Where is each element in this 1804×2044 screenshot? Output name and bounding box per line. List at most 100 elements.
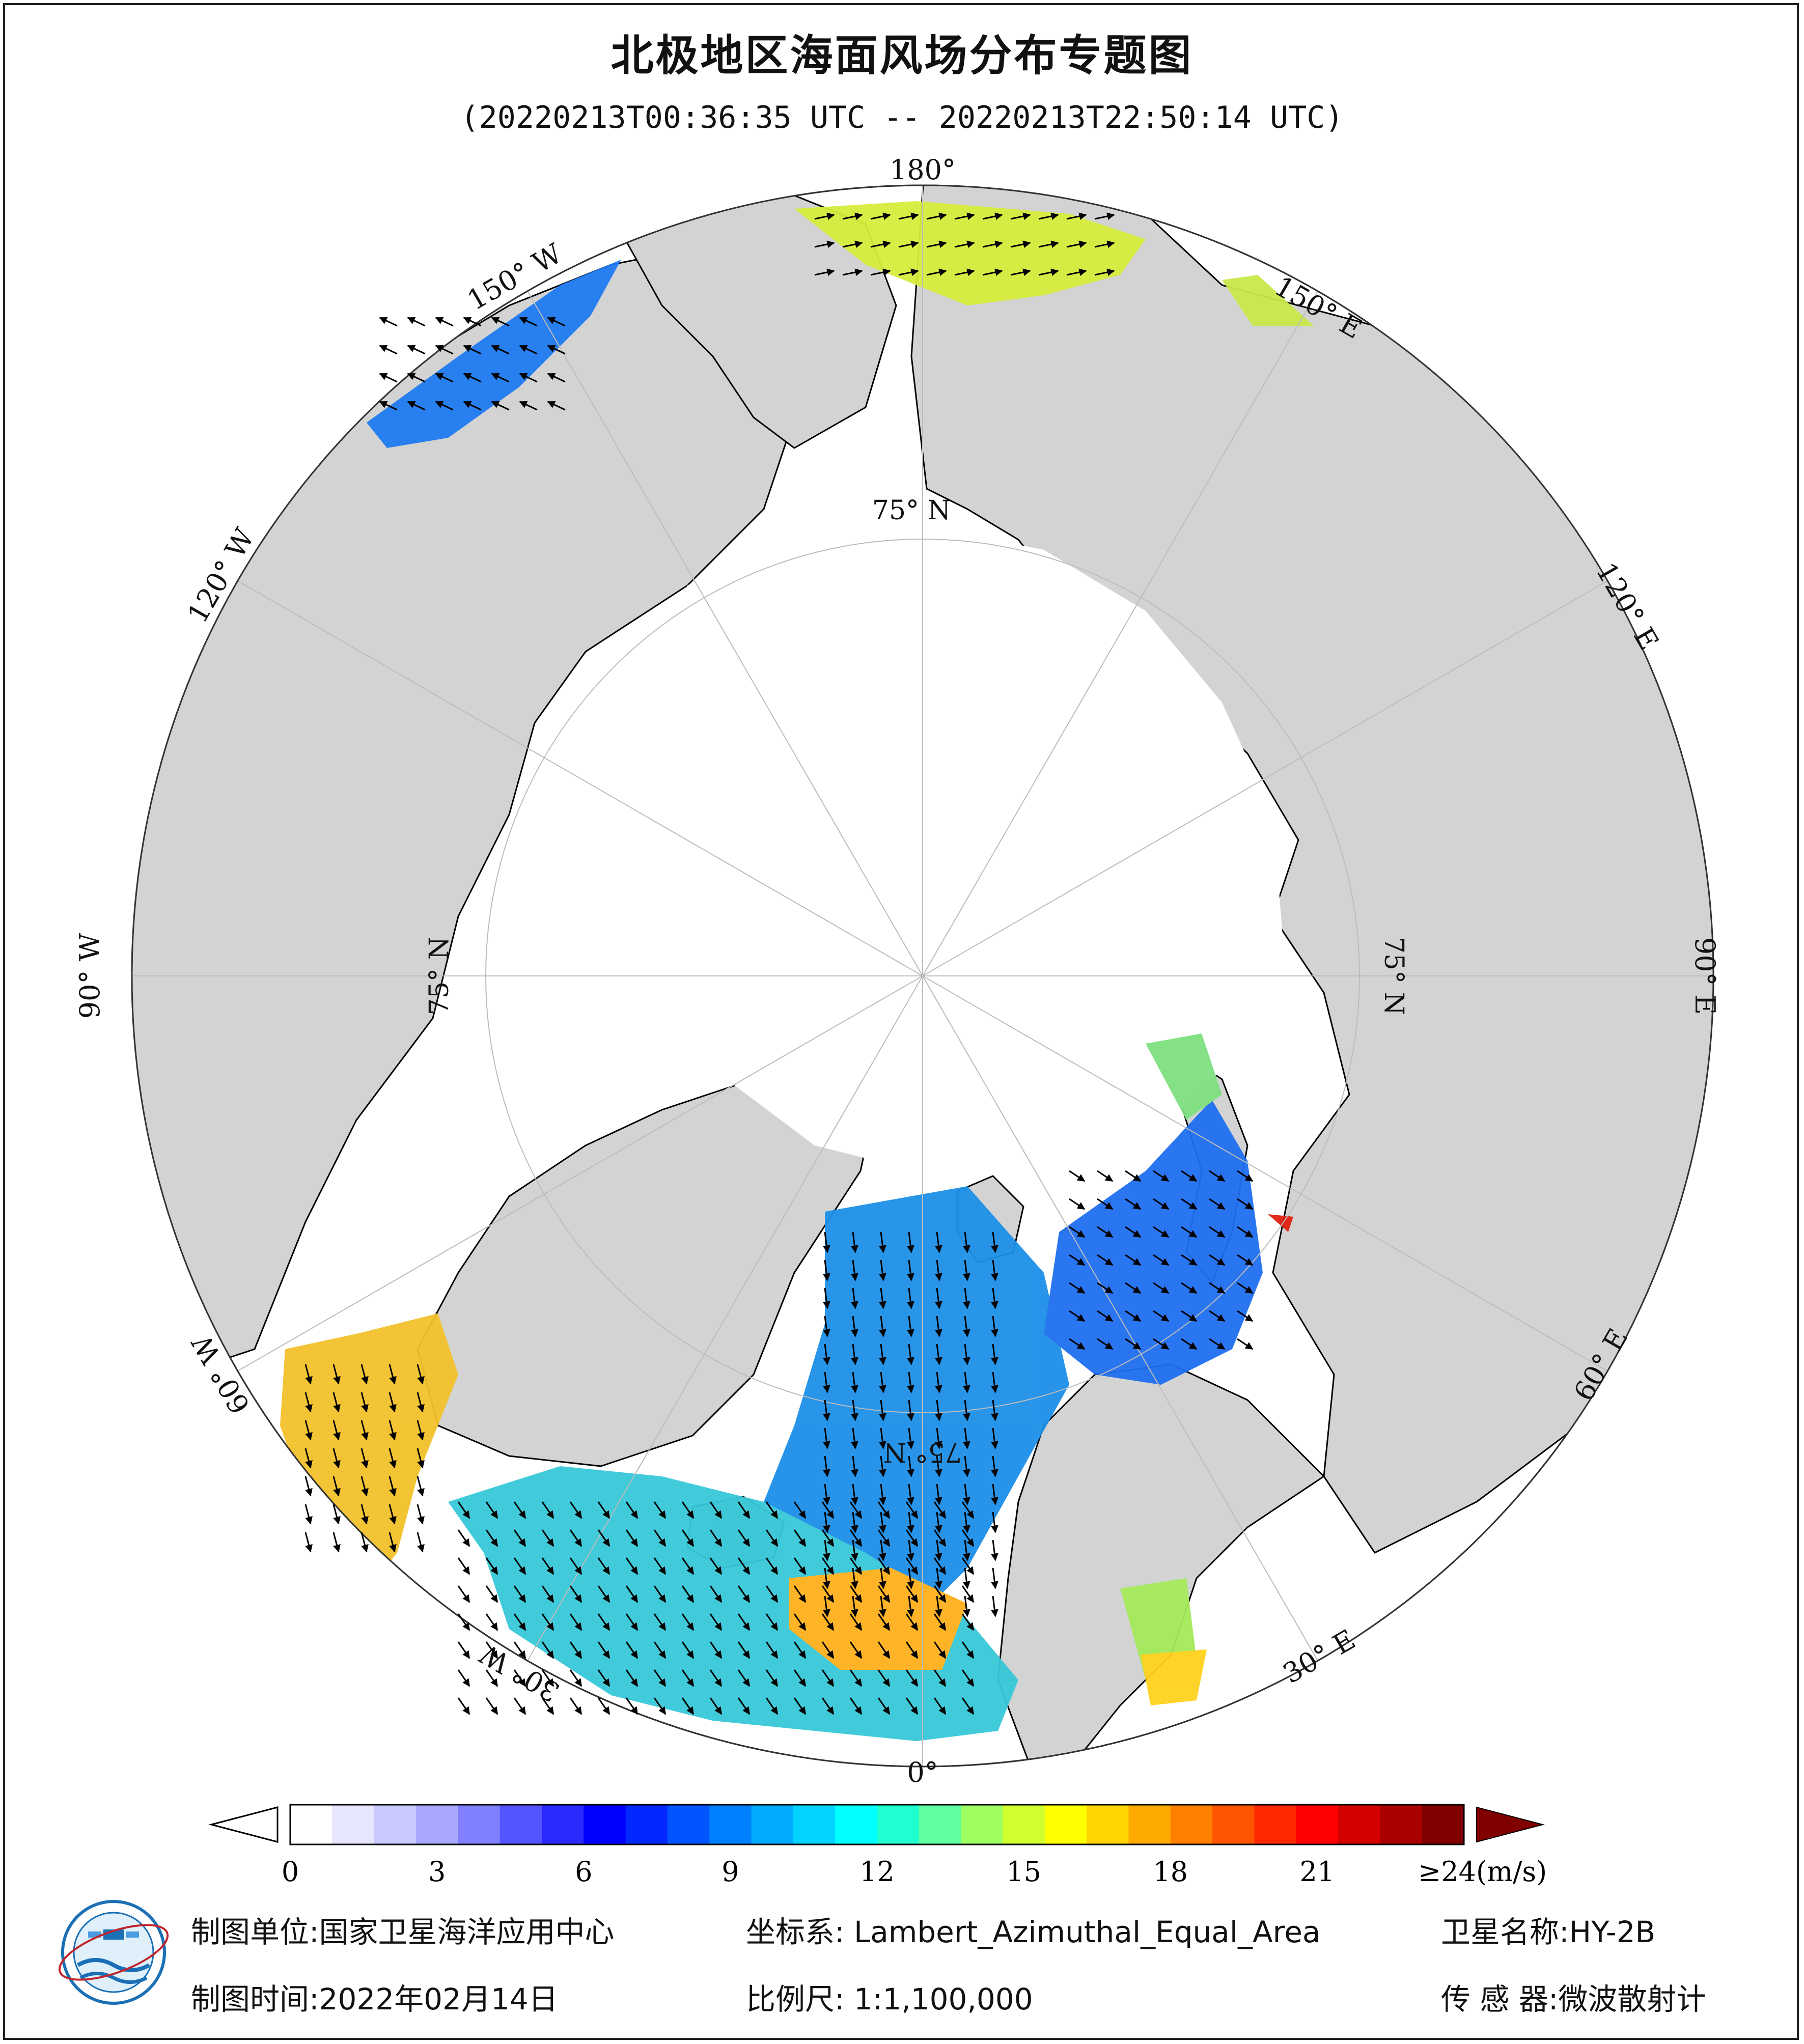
wind-arrow — [541, 1641, 554, 1659]
wind-arrow — [513, 1501, 526, 1519]
wind-arrow — [485, 1697, 498, 1715]
wind-arrow — [906, 1539, 914, 1561]
wind-arrow — [1094, 212, 1115, 220]
wind-arrow — [681, 1557, 695, 1575]
wind-arrow — [793, 1613, 807, 1631]
wind-arrow — [304, 1504, 313, 1525]
wind-arrow — [625, 1697, 639, 1715]
wind-arrow — [877, 1585, 891, 1603]
wind-arrow — [1066, 268, 1087, 276]
wind-arrow — [360, 1364, 369, 1385]
wind-arrow — [850, 1483, 858, 1505]
wind-arrow — [737, 1613, 751, 1631]
wind-arrow — [982, 268, 1003, 276]
wind-arrow — [982, 212, 1003, 220]
wind-arrow — [463, 401, 482, 411]
wind-arrow — [681, 1669, 695, 1687]
wind-arrow — [814, 268, 835, 276]
wind-arrow — [905, 1557, 919, 1575]
wind-arrow — [822, 1539, 830, 1561]
wind-arrow — [457, 1697, 470, 1715]
wind-arrow — [906, 1315, 914, 1337]
wind-arrow — [850, 1539, 858, 1561]
wind-arrow — [934, 1455, 942, 1477]
wind-arrow — [597, 1501, 610, 1519]
wind-arrow — [765, 1585, 779, 1603]
wind-arrow — [304, 1448, 313, 1469]
wind-arrow — [304, 1392, 313, 1413]
wind-arrow — [906, 1595, 914, 1617]
wind-arrow — [906, 1511, 914, 1533]
wind-arrow — [878, 1231, 886, 1253]
wind-arrow — [547, 373, 566, 383]
wind-arrow — [849, 1557, 863, 1575]
wind-arrow — [878, 1539, 886, 1561]
colorbar-tick-label: 18 — [1153, 1856, 1188, 1888]
wind-arrow — [653, 1585, 667, 1603]
wind-arrow — [934, 1315, 942, 1337]
colorbar-tick-label: 15 — [1006, 1856, 1041, 1888]
colorbar-tick-label: 6 — [575, 1856, 592, 1888]
wind-arrow — [625, 1613, 639, 1631]
wind-arrow — [934, 1595, 942, 1617]
wind-arrow — [870, 268, 891, 276]
wind-arrow — [417, 1448, 425, 1469]
wind-arrow — [990, 1371, 998, 1393]
wind-arrow — [457, 1613, 470, 1631]
colorbar-cell — [458, 1805, 501, 1844]
wind-arrow — [513, 1641, 526, 1659]
wind-arrow — [485, 1613, 498, 1631]
colorbar-cell — [1338, 1805, 1381, 1844]
wind-arrow — [765, 1669, 779, 1687]
wind-arrow — [569, 1585, 582, 1603]
latitude-labels: 75° N 75° N 75° N 75° N — [424, 495, 1409, 1467]
wind-arrow — [905, 1641, 919, 1659]
colorbar-cell — [625, 1805, 668, 1844]
wind-arrow — [842, 212, 863, 220]
colorbar-cell — [584, 1805, 626, 1844]
wind-arrow — [519, 373, 538, 383]
lat-label-bottom: 75° N — [883, 1437, 962, 1467]
wind-arrow — [709, 1613, 723, 1631]
wind-arrow — [765, 1529, 779, 1547]
wind-arrow — [491, 401, 510, 411]
wind-arrow — [457, 1529, 470, 1547]
wind-arrow — [898, 240, 919, 248]
wind-arrow — [822, 1371, 830, 1393]
wind-arrow — [793, 1501, 807, 1519]
wind-arrow — [435, 345, 454, 355]
wind-arrow — [1125, 1226, 1142, 1238]
colorbar: 0 3 6 9 12 15 18 21 ≥24(m/s) — [208, 1804, 1547, 1888]
wind-arrow — [541, 1501, 554, 1519]
wind-arrow — [1209, 1170, 1226, 1182]
nsoas-logo — [58, 1900, 169, 2005]
wind-arrow — [1097, 1198, 1114, 1210]
wind-arrow — [597, 1529, 610, 1547]
wind-arrow — [877, 1669, 891, 1687]
wind-arrow — [849, 1641, 863, 1659]
wind-arrow — [435, 317, 454, 327]
wind-arrow — [485, 1501, 498, 1519]
wind-arrow — [962, 1483, 970, 1505]
wind-arrow — [933, 1585, 947, 1603]
wind-arrow — [765, 1613, 779, 1631]
wind-arrow — [962, 1343, 970, 1365]
wind-arrow — [1069, 1310, 1086, 1322]
wind-arrow — [304, 1476, 313, 1497]
wind-arrow — [1038, 240, 1059, 248]
wind-arrow — [814, 240, 835, 248]
wind-arrow — [513, 1697, 526, 1715]
wind-arrow — [1097, 1338, 1114, 1350]
wind-arrow — [877, 1529, 891, 1547]
wind-arrow — [962, 1427, 970, 1449]
wind-arrow — [870, 240, 891, 248]
wind-arrow — [485, 1641, 498, 1659]
wind-arrow — [360, 1448, 369, 1469]
colorbar-cells — [290, 1805, 1464, 1844]
wind-arrow — [541, 1613, 554, 1631]
wind-arrow — [878, 1259, 886, 1281]
map-title: 北极地区海面风场分布专题图 — [610, 31, 1194, 80]
wind-arrow — [569, 1529, 582, 1547]
wind-arrow — [737, 1557, 751, 1575]
wind-arrow — [653, 1501, 667, 1519]
